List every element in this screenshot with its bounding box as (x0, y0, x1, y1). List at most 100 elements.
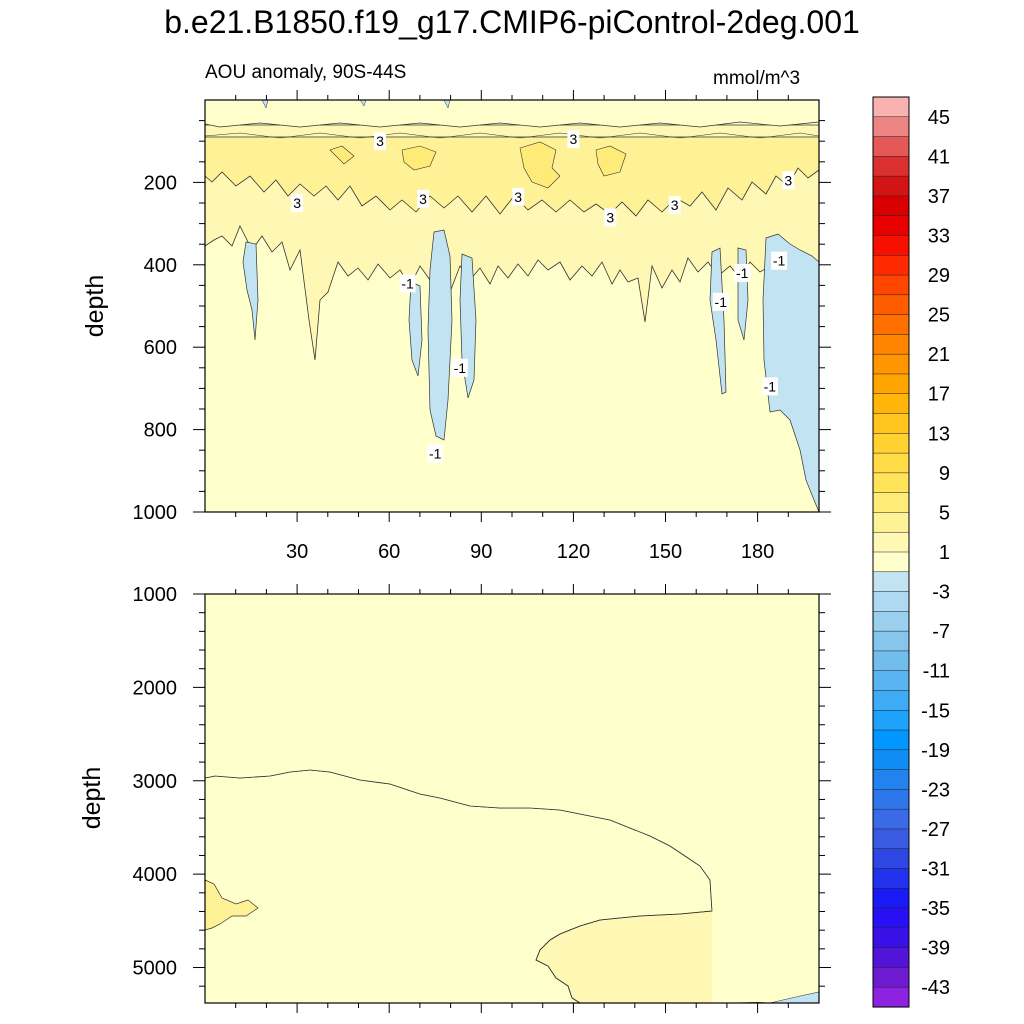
colorbar-cell (872, 611, 910, 632)
contour-label-box (567, 130, 580, 149)
colorbar-label: -23 (921, 779, 950, 801)
upper-x-tick-label: 90 (470, 541, 492, 563)
colorbar-cell (872, 710, 910, 731)
contour-label-box (712, 292, 729, 311)
colorbar-cell (872, 630, 910, 652)
colorbar-label: 37 (928, 186, 950, 208)
colorbar-cell (872, 235, 910, 256)
colorbar-cell (872, 947, 910, 968)
upper-patch-9-d (329, 145, 355, 165)
upper-patch-9-c (595, 145, 627, 177)
figure-title: b.e21.B1850.f19_g17.CMIP6-piControl-2deg… (164, 4, 860, 40)
contour-label-text: -1 (401, 275, 414, 291)
colorbar-cell (872, 670, 910, 692)
upper-contour-labels: 3 3 3 3 3 3 3 3 -1 -1 -1 -1 -1 -1 -1 (291, 130, 795, 463)
contour-label: -1 (427, 444, 444, 463)
contour-label: 3 (668, 196, 681, 215)
contour-label-box (451, 358, 468, 377)
upper-x-tick-label: 180 (741, 541, 774, 563)
lower-y-tick-label: 1000 (133, 584, 178, 606)
colorbar-label: 25 (928, 305, 950, 327)
contour-label-text: 3 (293, 195, 301, 211)
contour-label-text: -1 (454, 360, 467, 376)
colorbar-cell (872, 571, 910, 593)
colorbar-cell (872, 353, 910, 375)
contour-label-box (373, 132, 386, 151)
upper-surface-band (204, 99, 820, 128)
contour-label-text: -1 (429, 445, 442, 461)
colorbar-cell (872, 373, 910, 395)
contour-label-text: -1 (773, 253, 786, 269)
colorbar-cell (872, 334, 910, 355)
contour-label-text: 3 (671, 197, 679, 213)
contour-label: -1 (451, 358, 468, 377)
contour-label-box (427, 444, 444, 463)
colorbar-label: 13 (928, 423, 950, 445)
lower-y-tick-label: 3000 (133, 771, 178, 793)
contour-label-text: -1 (715, 294, 728, 310)
colorbar-label: 17 (928, 384, 950, 406)
colorbar-label: 21 (928, 344, 950, 366)
contour-label: -1 (761, 377, 778, 396)
units-label: mmol/m^3 (713, 68, 801, 89)
colorbar-cell (872, 888, 910, 909)
upper-y-tick-label: 600 (144, 337, 177, 359)
colorbar-cell (872, 116, 910, 138)
upper-y-tick-label: 400 (144, 255, 177, 277)
colorbar-cell (872, 591, 910, 612)
colorbar-label: 45 (928, 107, 950, 129)
contour-label-box (734, 264, 751, 283)
contour-label-box (291, 194, 304, 212)
colorbar-cell (872, 215, 910, 237)
lower-y-tick-label: 2000 (133, 677, 178, 699)
colorbar-cell (872, 433, 910, 454)
colorbar-cell (872, 551, 910, 573)
colorbar-cell (872, 868, 910, 889)
colorbar-cell (872, 512, 910, 533)
colorbar-cell (872, 195, 910, 217)
upper-axes: 30 60 90 120 150 180 200 400 600 800 1000 (133, 90, 831, 563)
contour-label: -1 (712, 292, 729, 311)
colorbar-cell (872, 789, 910, 810)
colorbar-label: 1 (939, 542, 950, 564)
colorbar-label: -19 (921, 740, 950, 762)
colorbar-label: -31 (921, 859, 950, 881)
upper-negative-tongue-5 (709, 247, 727, 395)
colorbar-cell (872, 986, 910, 1008)
colorbar-label: 29 (928, 265, 950, 287)
contour-label-box (761, 377, 778, 396)
colorbar-cell (872, 690, 910, 711)
colorbar: 45 41 37 33 29 25 21 17 13 9 5 1 -3 -7 -11 -15 -19 -23 -27… (872, 96, 950, 1008)
contour-label: -1 (399, 274, 416, 293)
contour-label-text: 3 (784, 172, 792, 188)
contour-label-text: -1 (736, 265, 749, 281)
contour-label-box (668, 196, 681, 215)
colorbar-frame (872, 96, 910, 1008)
contour-label-text: 3 (570, 131, 578, 147)
upper-y-tick-label: 800 (144, 420, 177, 442)
contour-label-text: 3 (419, 191, 427, 207)
upper-negative-tongue-2 (408, 281, 423, 377)
colorbar-cell (872, 96, 910, 118)
contour-label-text: 3 (606, 209, 614, 225)
lower-contour-1 (204, 769, 713, 1004)
colorbar-cell (872, 255, 910, 276)
colorbar-label: 33 (928, 225, 950, 247)
contour-label: 3 (373, 132, 386, 151)
contour-label: 3 (567, 130, 580, 149)
contour-label: 3 (512, 187, 525, 206)
colorbar-label: -3 (932, 582, 950, 604)
upper-panel: 3 3 3 3 3 3 3 3 -1 -1 -1 -1 -1 -1 -1 30 60 90 120 150 180 20… (133, 90, 831, 563)
upper-negative-tongue-1 (242, 241, 259, 341)
colorbar-cell (872, 156, 910, 177)
contour-label-box (416, 189, 429, 208)
colorbar-cell (872, 274, 910, 296)
colorbar-cell (872, 828, 910, 850)
colorbar-cell (872, 314, 910, 335)
colorbar-cell (872, 927, 910, 949)
upper-y-tick-label: 1000 (133, 502, 178, 524)
colorbar-label: -39 (921, 938, 950, 960)
contour-label: 3 (604, 208, 617, 227)
colorbar-cell (872, 650, 910, 672)
upper-negative-tongue-3 (427, 229, 453, 441)
